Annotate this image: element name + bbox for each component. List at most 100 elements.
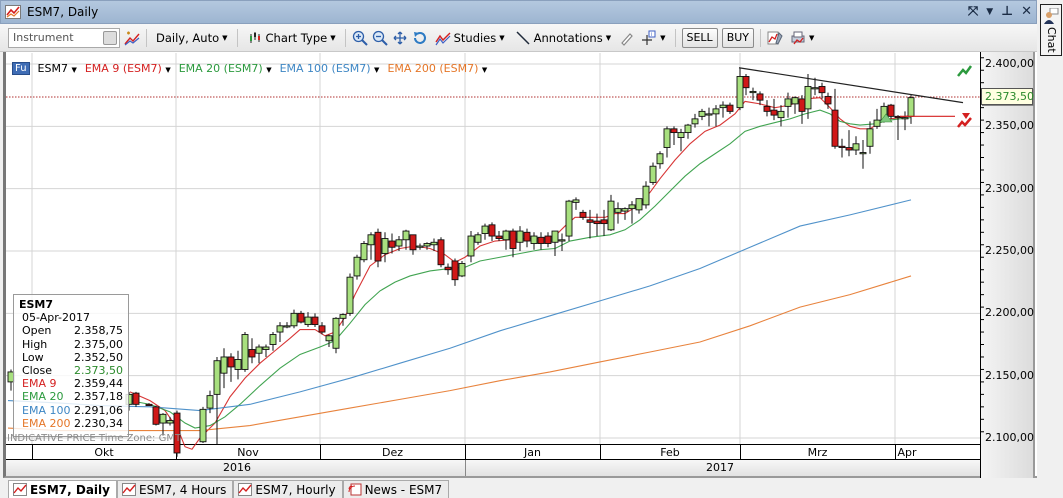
month-label: Feb — [660, 446, 680, 459]
chart-settings-icon[interactable] — [767, 30, 783, 46]
zoom-in-icon[interactable] — [352, 30, 368, 46]
infobox-row: Open 2.358,75 — [22, 324, 123, 338]
add-instrument-icon[interactable] — [124, 30, 140, 46]
study-legend: Fu ESM7 ▼ EMA 9 (ESM7) ▼ EMA 20 (ESM7) ▼… — [12, 62, 487, 75]
chevron-down-icon: ▼ — [165, 66, 171, 74]
month-divider — [32, 445, 33, 461]
chart-tab-icon — [238, 483, 253, 496]
legend-ema20-label: EMA 20 (ESM7) — [178, 62, 263, 75]
infobox-row: Close 2.373,50 — [22, 364, 123, 378]
crosshair-info-dropdown[interactable]: i ▼ — [638, 27, 668, 49]
chevron-down-icon: ▼ — [481, 66, 488, 74]
month-label: Dez — [381, 446, 404, 459]
close-icon[interactable]: ✕ — [1021, 4, 1032, 19]
infobox-row: EMA 20 2.357,18 — [22, 390, 123, 404]
legend-ema100[interactable]: EMA 100 (ESM7) ▼ — [280, 62, 380, 75]
instrument-placeholder: Instrument — [13, 31, 74, 44]
month-divider — [600, 445, 601, 461]
month-divider — [465, 445, 466, 461]
chevron-down-icon: ▼ — [809, 33, 815, 42]
chevron-down-icon: ▼ — [499, 33, 505, 42]
price-tick-label: 2.250,00 — [985, 244, 1034, 257]
time-axis-months[interactable]: Okt Nov Dez Jan Feb Mrz Apr — [6, 444, 980, 461]
infobox-row: EMA 100 2.291,06 — [22, 403, 123, 417]
month-label: Nov — [237, 446, 259, 459]
window-titlebar: ESM7, Daily ⤧ ▼ ⊥ ✕ — [0, 0, 1037, 24]
month-divider — [320, 445, 321, 461]
price-tick-label: 2.150,00 — [985, 368, 1034, 382]
tab-esm7-hourly[interactable]: ESM7, Hourly — [233, 480, 343, 498]
buy-button[interactable]: BUY — [721, 27, 755, 48]
price-tick-label: 2.400,00 — [985, 57, 1034, 70]
chevron-down-icon: ▼ — [660, 33, 666, 42]
period-label: Daily, Auto — [156, 30, 220, 45]
year-label: 2016 — [223, 461, 251, 474]
period-dropdown[interactable]: Daily, Auto ▼ — [153, 27, 231, 49]
tab-esm7-4-hours[interactable]: ESM7, 4 Hours — [116, 480, 234, 498]
line-annotation-icon — [516, 30, 530, 45]
legend-ema200[interactable]: EMA 200 (ESM7) ▼ — [387, 62, 487, 75]
auto-scale-icon[interactable] — [392, 30, 408, 46]
tab-esm7-daily[interactable]: ESM7, Daily — [8, 480, 117, 498]
price-tick-label: 2.200,00 — [985, 306, 1034, 320]
sell-button[interactable]: SELL — [681, 27, 718, 48]
instrument-lookup-icon[interactable] — [103, 30, 117, 45]
news-icon — [348, 483, 362, 496]
legend-ema200-label: EMA 200 (ESM7) — [387, 62, 479, 75]
data-window: ESM7 05-Apr-2017 Open 2.358,75 High 2.375,0… — [13, 294, 129, 437]
annotations-dropdown[interactable]: Annotations ▼ — [512, 27, 614, 49]
infobox-row: Low 2.352,50 — [22, 350, 123, 364]
month-label: Jan — [524, 446, 541, 459]
last-price-tag: 2.373,50 — [981, 88, 1034, 105]
pin-icon[interactable]: ⊥ — [1001, 4, 1014, 19]
chevron-down-icon: ▼ — [266, 66, 272, 74]
legend-ema9-label: EMA 9 (ESM7) — [84, 62, 162, 75]
chart-toolbar: Instrument Daily, Auto ▼ Chart Type ▼ — [0, 24, 1037, 52]
time-axis-years[interactable]: 2016 2017 — [6, 460, 980, 476]
chat-user-icon — [1044, 8, 1059, 24]
futures-badge: Fu — [12, 62, 30, 75]
window-title: ESM7, Daily — [27, 5, 99, 19]
infobox-symbol: ESM7 — [19, 298, 54, 311]
chart-type-dropdown[interactable]: Chart Type ▼ — [244, 27, 339, 49]
infobox-row: EMA 200 2.230,34 — [22, 416, 123, 430]
window-menu-dropdown-icon[interactable]: ▼ — [986, 7, 994, 17]
studies-icon — [435, 32, 451, 45]
print-icon — [791, 31, 805, 44]
legend-instrument-label: ESM7 — [37, 62, 68, 75]
legend-ema20[interactable]: EMA 20 (ESM7) ▼ — [179, 62, 272, 75]
month-label: Apr — [897, 446, 917, 459]
chart-app-icon — [5, 5, 21, 19]
month-divider — [895, 445, 896, 461]
tab-label: ESM7, Hourly — [255, 482, 336, 497]
legend-instrument[interactable]: ESM7 ▼ — [38, 62, 77, 75]
studies-label: Studies — [453, 30, 497, 45]
instrument-input[interactable]: Instrument — [8, 27, 120, 48]
chart-window: ESM7, Daily ⤧ ▼ ⊥ ✕ Instrument Daily, Au… — [0, 0, 1037, 478]
print-dropdown[interactable]: ▼ — [787, 27, 817, 49]
studies-dropdown[interactable]: Studies ▼ — [432, 27, 508, 49]
tab-news-esm7[interactable]: News - ESM7 — [342, 480, 450, 498]
chart-type-label: Chart Type — [265, 30, 328, 45]
maximize-icon[interactable]: ⤧ — [967, 4, 979, 19]
eraser-icon[interactable] — [618, 30, 634, 46]
legend-ema9[interactable]: EMA 9 (ESM7) ▼ — [85, 62, 171, 75]
chat-panel-toggle[interactable]: Chat — [1040, 4, 1062, 56]
svg-text:i: i — [651, 32, 652, 38]
chevron-down-icon: ▼ — [222, 33, 228, 42]
year-label: 2017 — [706, 461, 734, 474]
chevron-down-icon: ▼ — [605, 33, 612, 42]
price-tick-label: 2.350,00 — [985, 119, 1034, 133]
chevron-down-icon: ▼ — [374, 66, 380, 74]
annotations-label: Annotations — [533, 30, 603, 45]
chevron-down-icon: ▼ — [71, 66, 77, 74]
tab-label: ESM7, 4 Hours — [138, 482, 227, 497]
chart-plot-area[interactable] — [3, 52, 1037, 478]
price-tick-label: 2.300,00 — [985, 181, 1034, 195]
price-axis[interactable] — [980, 52, 1035, 478]
reset-icon[interactable] — [412, 30, 428, 46]
tab-label: News - ESM7 — [364, 482, 443, 497]
candlestick-chart[interactable] — [0, 0, 1037, 478]
zoom-out-icon[interactable] — [372, 30, 388, 46]
chat-label: Chat — [1045, 27, 1058, 53]
